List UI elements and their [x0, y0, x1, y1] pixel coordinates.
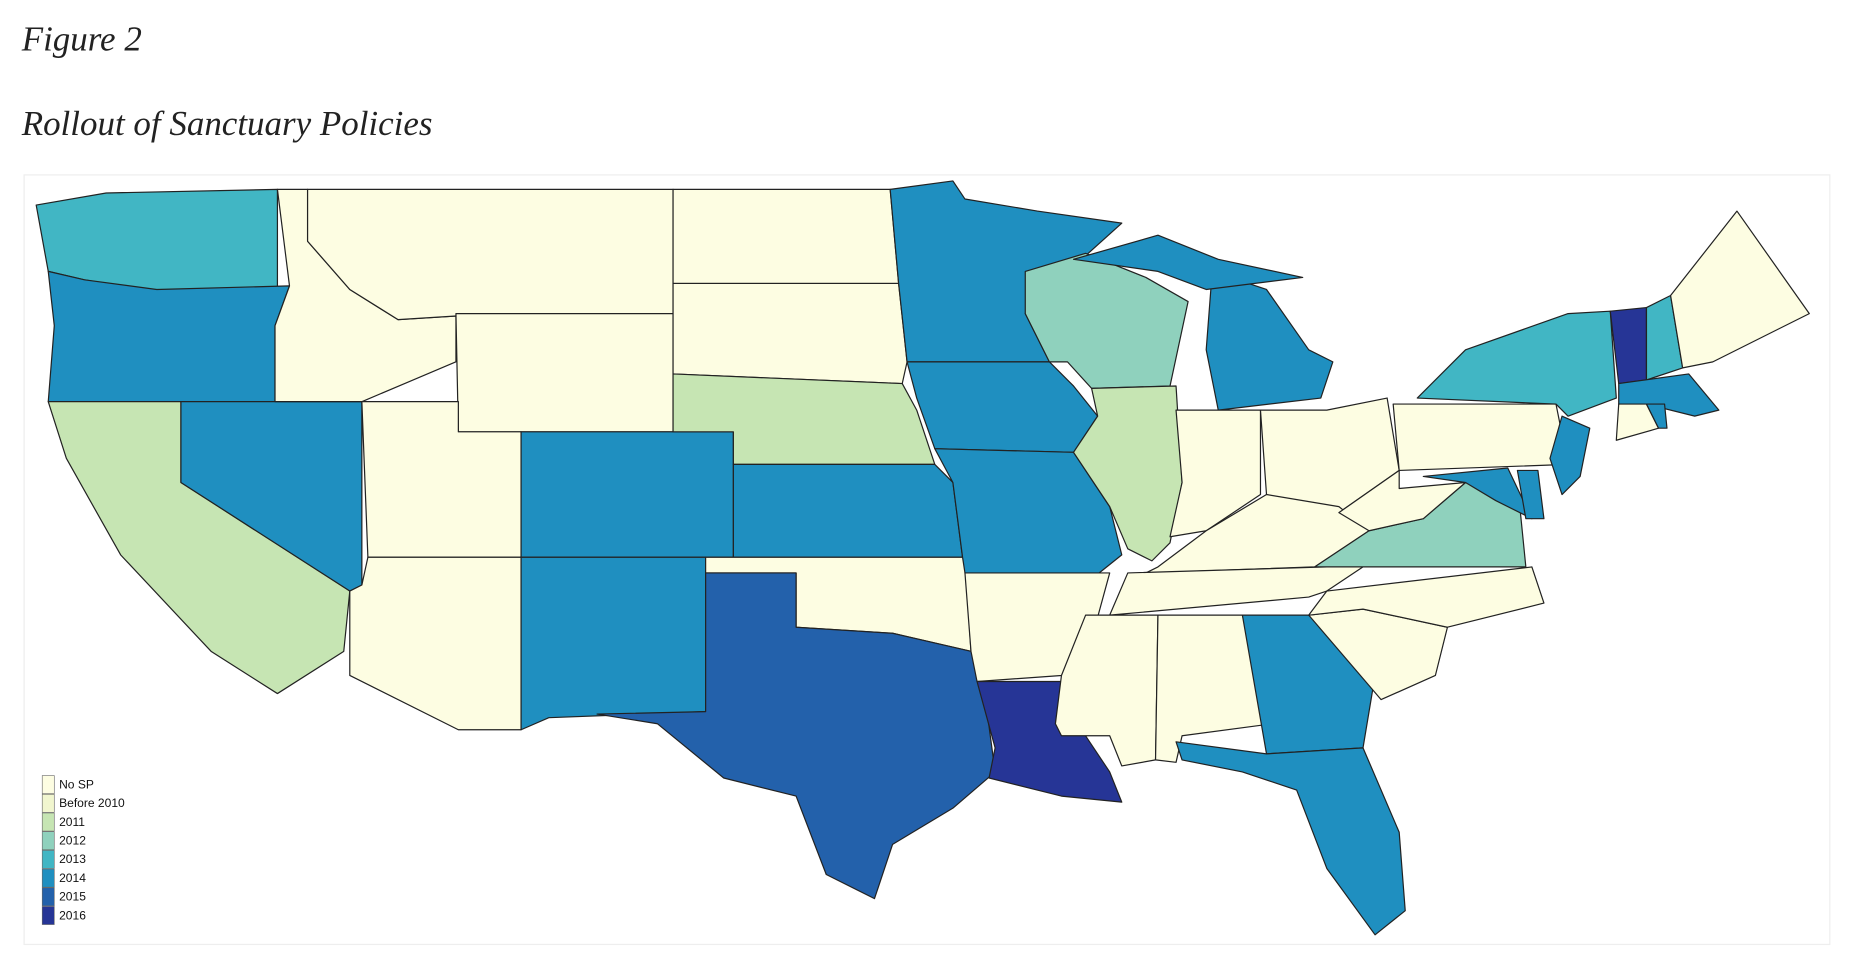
- states: [35, 180, 1810, 936]
- state: [1516, 469, 1545, 520]
- legend-swatch: [41, 868, 55, 888]
- state: [1392, 403, 1569, 472]
- legend: No SP Before 2010 2011 2012 2013 2014 2015 2016: [41, 775, 125, 925]
- state: [732, 463, 964, 558]
- state: [1645, 403, 1668, 429]
- state: [1422, 467, 1533, 520]
- state: [1549, 415, 1591, 496]
- state: [47, 270, 291, 403]
- legend-swatch: [41, 775, 55, 794]
- legend-label: 2016: [59, 908, 86, 922]
- state: [455, 313, 674, 433]
- legend-label: 2012: [59, 834, 86, 848]
- legend-label: Before 2010: [59, 796, 125, 810]
- state: [1416, 310, 1617, 417]
- legend-swatch: [41, 812, 55, 832]
- legend-swatch: [41, 906, 55, 925]
- state: [596, 572, 996, 900]
- legend-label: 2015: [59, 890, 86, 904]
- state: [520, 431, 734, 558]
- legend-swatch: [41, 887, 55, 907]
- legend-label: No SP: [59, 777, 94, 791]
- legend-label: 2013: [59, 852, 86, 866]
- state: [1669, 210, 1810, 369]
- figure: Figure 2 Rollout of Sanctuary Policies: [21, 20, 1831, 946]
- state: [1175, 741, 1406, 936]
- state: [672, 282, 908, 385]
- legend-swatch: [41, 793, 55, 813]
- legend-label: 2011: [59, 815, 85, 829]
- state: [672, 188, 900, 285]
- state: [1205, 270, 1334, 411]
- legend-swatch: [41, 850, 55, 869]
- figure-title: Rollout of Sanctuary Policies: [21, 104, 433, 143]
- legend-label: 2014: [59, 871, 86, 885]
- figure-label: Figure 2: [21, 20, 142, 59]
- state: [1308, 566, 1545, 628]
- state: [520, 556, 707, 731]
- legend-swatch: [41, 831, 55, 851]
- state: [1072, 234, 1304, 291]
